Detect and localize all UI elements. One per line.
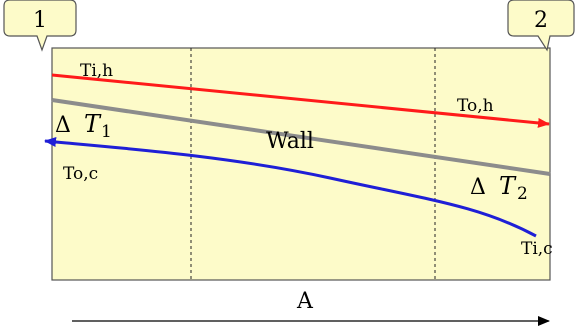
wall-line [51, 98, 551, 176]
area-axis-label: A [296, 289, 314, 314]
wall-label: Wall [266, 129, 314, 154]
cold-outlet-label: To,c [63, 164, 98, 184]
station-2-label: 2 [534, 8, 548, 33]
delta-t2-symbol: Δ [470, 175, 486, 200]
hot-inlet-label: Ti,h [80, 61, 113, 81]
station-2-callout: 2 [507, 0, 575, 52]
hot-outlet-label: To,h [457, 96, 494, 116]
hot-stream-line [51, 73, 550, 128]
delta-t1-sub: 1 [101, 122, 112, 142]
station-1-label: 1 [33, 8, 47, 33]
station-1-callout: 1 [3, 0, 77, 52]
cold-inlet-label: Ti,c [521, 239, 553, 259]
delta-t2-label: Δ T 2 [470, 172, 528, 204]
delta-t2-var: T [499, 172, 517, 200]
delta-t2-sub: 2 [517, 184, 528, 204]
delta-t1-label: Δ T 1 [55, 110, 112, 142]
delta-t1-symbol: Δ [55, 113, 71, 138]
cold-stream-curve-main [44, 137, 537, 238]
exchanger-panel [51, 47, 551, 281]
delta-t1-var: T [84, 110, 102, 138]
